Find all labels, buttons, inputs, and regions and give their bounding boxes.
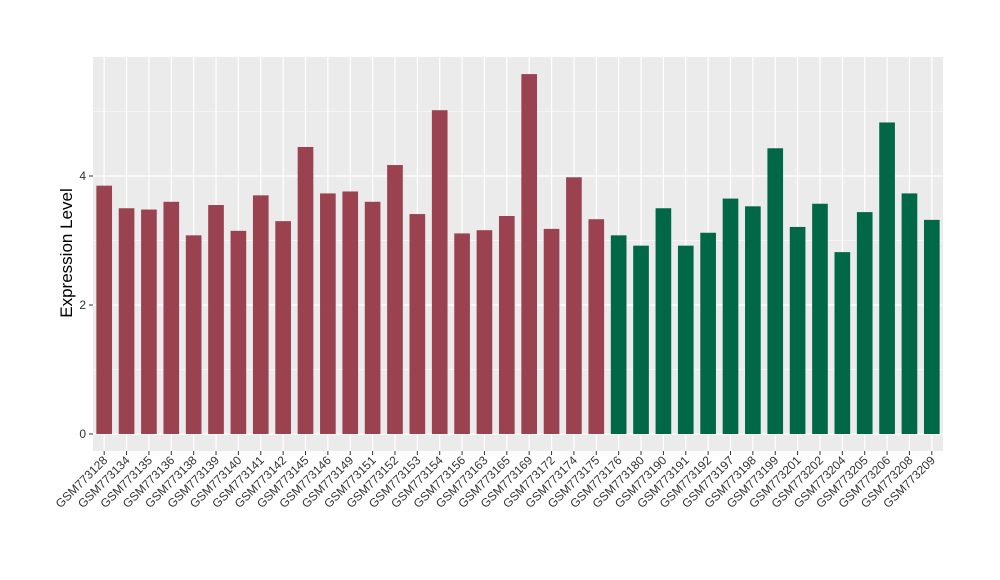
bar — [118, 208, 135, 434]
bars — [96, 74, 940, 435]
bar — [431, 110, 448, 435]
bar — [454, 233, 470, 434]
bar — [901, 193, 918, 434]
y-tick-label: 4 — [79, 169, 86, 183]
bar — [834, 252, 851, 434]
bar — [923, 219, 940, 434]
bar — [677, 245, 694, 434]
bar — [543, 228, 560, 434]
bar — [320, 193, 336, 434]
bar — [745, 206, 761, 434]
bar — [655, 208, 672, 434]
bar — [566, 177, 582, 435]
y-tick-label: 2 — [79, 298, 86, 312]
bar — [722, 198, 739, 434]
bar — [297, 146, 314, 434]
bar — [96, 185, 113, 434]
bar — [789, 226, 806, 434]
y-axis-label: Expression Level — [57, 188, 76, 317]
bar — [610, 235, 627, 434]
bar — [409, 214, 426, 434]
bar — [387, 165, 403, 434]
bar — [185, 235, 202, 434]
bar — [163, 201, 180, 434]
bar — [342, 191, 359, 434]
x-axis: GSM773128GSM773134GSM773135GSM773136GSM7… — [53, 451, 938, 511]
bar — [230, 230, 247, 434]
bar — [767, 148, 784, 434]
bar — [521, 74, 538, 434]
bar — [700, 232, 716, 434]
bar — [633, 245, 649, 434]
y-axis: 0 2 4 — [79, 169, 93, 441]
y-tick-label: 0 — [79, 427, 86, 441]
bar — [879, 122, 895, 434]
bar — [141, 209, 157, 434]
bar — [208, 205, 224, 434]
bar — [856, 212, 873, 434]
bar — [252, 195, 269, 434]
bar — [812, 203, 828, 434]
bar — [476, 230, 493, 434]
bar — [275, 221, 291, 434]
bar — [588, 219, 605, 434]
bar — [364, 201, 381, 434]
bar — [498, 215, 515, 434]
